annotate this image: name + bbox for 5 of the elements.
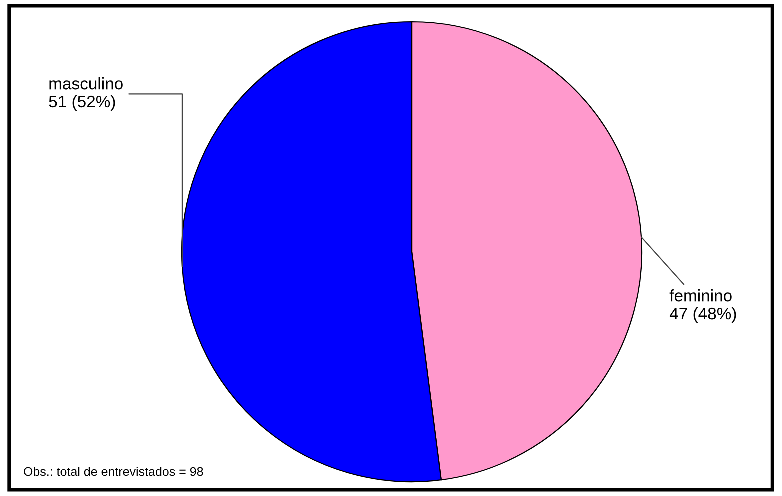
data-label: 47 (48%)	[670, 307, 736, 323]
slice-label: feminino	[670, 290, 732, 302]
text: Obs.: total de entrevistados = 98	[24, 466, 204, 476]
slice-label: masculino	[50, 77, 123, 90]
data-label: 51 (52%)	[49, 95, 116, 111]
